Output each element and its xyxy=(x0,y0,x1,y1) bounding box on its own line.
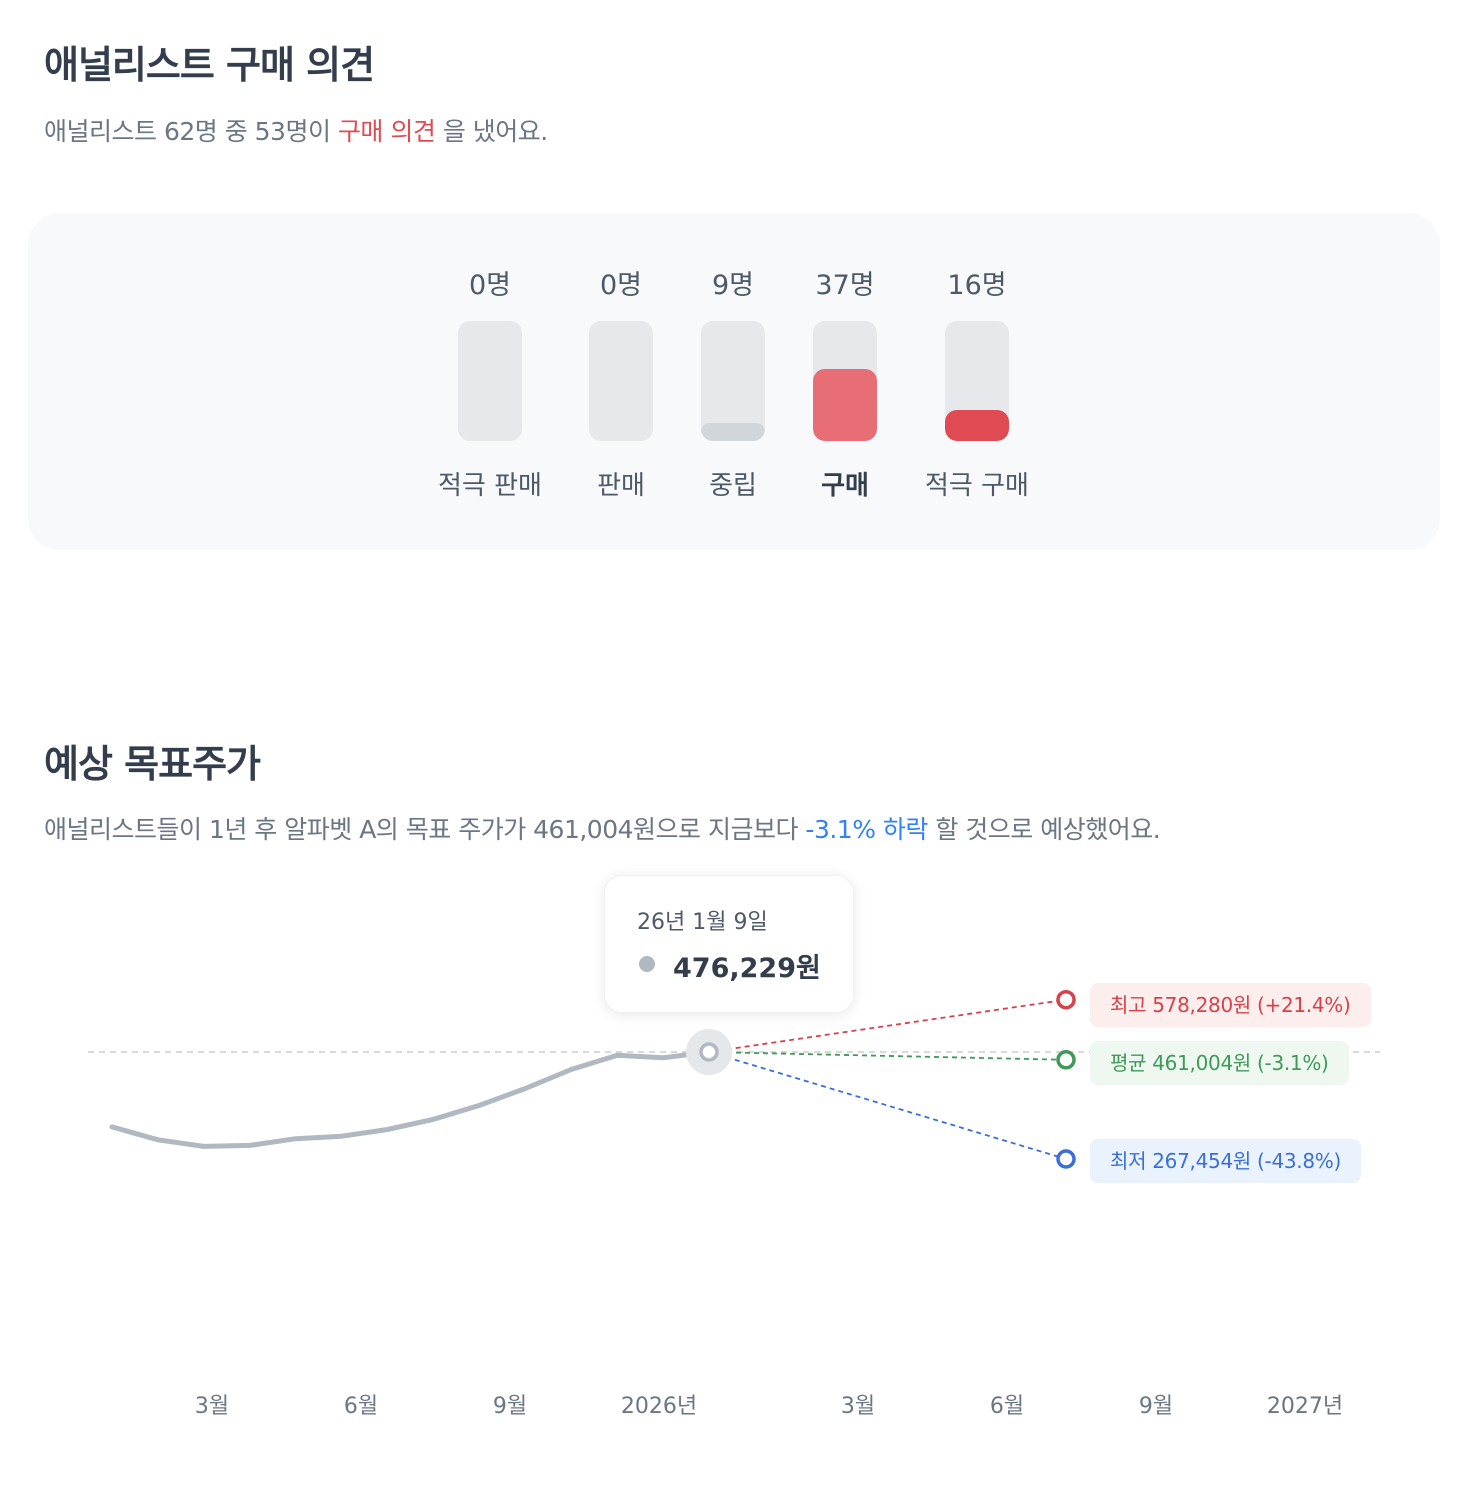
forecast-high-label: 최고 578,280원 (+21.4%) xyxy=(1090,983,1371,1027)
forecast-low-point[interactable] xyxy=(1056,1149,1076,1169)
x-tick-label: 2026년 xyxy=(621,1394,697,1419)
target-summary-prefix: 애널리스트들이 1년 후 알파벳 A의 목표 주가가 461,004원으로 지금… xyxy=(44,815,806,844)
opinion-bar-fill xyxy=(813,369,877,441)
forecast-average-line xyxy=(708,1051,1067,1061)
forecast-low-line xyxy=(708,1051,1067,1160)
price-tooltip: 26년 1월 9일 476,229원 xyxy=(604,875,854,1013)
opinion-count: 9명 xyxy=(711,270,755,301)
opinion-bar xyxy=(589,321,653,441)
opinion-label: 적극 판매 xyxy=(438,471,542,501)
opinion-label: 구매 xyxy=(821,471,869,501)
current-point[interactable] xyxy=(699,1042,719,1062)
opinion-count: 16명 xyxy=(947,270,1007,301)
forecast-low-label: 최저 267,454원 (-43.8%) xyxy=(1090,1139,1361,1183)
opinion-bar-fill xyxy=(945,410,1009,441)
target-summary: 애널리스트들이 1년 후 알파벳 A의 목표 주가가 461,004원으로 지금… xyxy=(44,810,1161,846)
opinion-label: 중립 xyxy=(709,471,757,501)
x-tick-label: 3월 xyxy=(841,1394,875,1419)
target-summary-suffix: 할 것으로 예상했어요. xyxy=(927,815,1161,844)
opinion-label: 판매 xyxy=(597,471,645,501)
forecast-average-point[interactable] xyxy=(1056,1050,1076,1070)
opinion-bar xyxy=(813,321,877,441)
x-tick-label: 9월 xyxy=(493,1394,527,1419)
opinion-count: 37명 xyxy=(815,270,875,301)
x-tick-label: 9월 xyxy=(1139,1394,1173,1419)
x-tick-label: 2027년 xyxy=(1267,1394,1343,1419)
opinion-bar xyxy=(458,321,522,441)
tooltip-date: 26년 1월 9일 xyxy=(637,910,768,935)
opinion-bar xyxy=(945,321,1009,441)
price-history-line xyxy=(109,1049,712,1149)
forecast-high-point[interactable] xyxy=(1056,989,1076,1010)
tooltip-series-dot xyxy=(639,956,655,972)
tooltip-value: 476,229원 xyxy=(673,953,821,984)
x-tick-label: 3월 xyxy=(195,1394,229,1419)
target-summary-highlight: -3.1% 하락 xyxy=(805,815,928,844)
x-tick-label: 6월 xyxy=(344,1394,378,1419)
forecast-average-label: 평균 461,004원 (-3.1%) xyxy=(1090,1041,1349,1085)
opinion-count: 0명 xyxy=(599,270,643,301)
opinion-summary-prefix: 애널리스트 62명 중 53명이 xyxy=(44,117,338,146)
forecast-high-line xyxy=(708,998,1067,1053)
opinion-summary: 애널리스트 62명 중 53명이 구매 의견 을 냈어요. xyxy=(44,112,548,148)
opinion-card: 0명 적극 판매 0명 판매 9명 중립 37명 구매 16명 적극 구매 xyxy=(28,213,1440,550)
opinion-summary-highlight: 구매 의견 xyxy=(337,117,436,146)
opinion-bar xyxy=(701,321,765,441)
opinion-label: 적극 구매 xyxy=(925,471,1029,501)
x-axis-ticks: 3월 6월 9월 2026년 3월 6월 9월 2027년 xyxy=(195,1394,1343,1419)
x-tick-label: 6월 xyxy=(990,1394,1024,1419)
opinion-title: 애널리스트 구매 의견 xyxy=(44,43,375,87)
opinion-count: 0명 xyxy=(468,270,512,301)
opinion-summary-suffix: 을 냈어요. xyxy=(435,117,548,146)
target-title: 예상 목표주가 xyxy=(44,742,261,786)
opinion-bar-fill xyxy=(701,423,765,441)
